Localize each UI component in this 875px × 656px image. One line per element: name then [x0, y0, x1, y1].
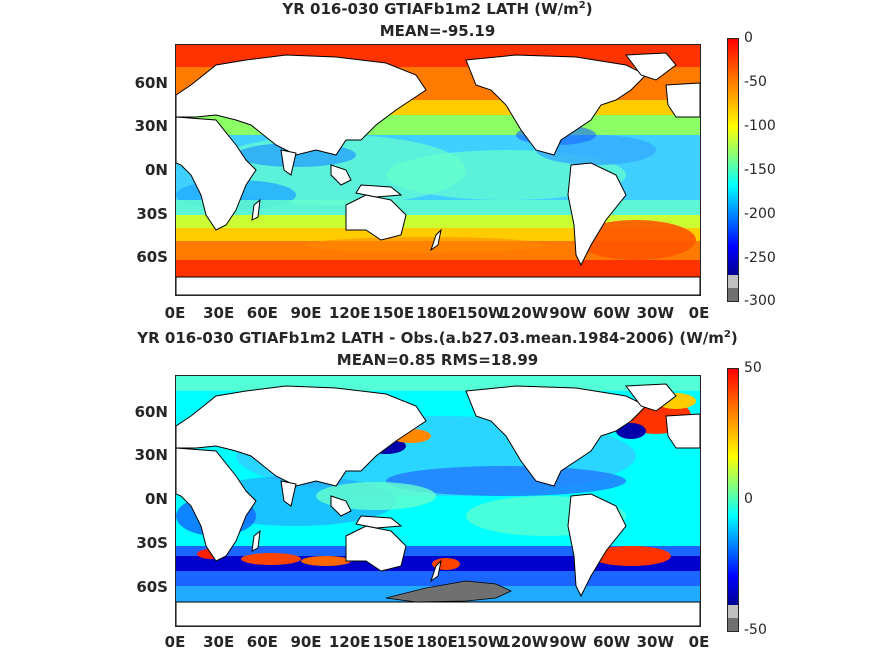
p1-cbar-tick-4: -200	[744, 206, 776, 222]
p2-xtick: 180E	[416, 633, 458, 651]
p2-ytick-30s: 30S	[136, 534, 168, 552]
p1-xtick: 120W	[500, 304, 549, 322]
panel1-colorbar	[727, 38, 739, 302]
p1-xtick: 120E	[328, 304, 371, 322]
p1-ytick-30n: 30N	[134, 117, 168, 135]
p1-xtick: 60W	[592, 304, 631, 322]
p2-xtick: 30E	[203, 633, 235, 651]
panel1-map	[175, 44, 701, 296]
panel1-title: YR 016-030 GTIAFb1m2 LATH (W/m2)	[282, 0, 593, 18]
p2-ytick-60s: 60S	[136, 578, 168, 596]
p1-xtick: 30E	[203, 304, 235, 322]
p2-cbar-tick-neg50: -50	[744, 622, 767, 638]
p2-xtick: 150W	[456, 633, 505, 651]
p1-xtick: 30W	[636, 304, 675, 322]
p1-cbar-tick-5: -250	[744, 250, 776, 266]
panel2-colorbar	[727, 368, 739, 632]
p2-xtick: 120W	[500, 633, 549, 651]
p2-ytick-60n: 60N	[134, 403, 168, 421]
p1-xtick: 90W	[549, 304, 587, 322]
panel2-map	[175, 375, 701, 627]
p1-ytick-60n: 60N	[134, 74, 168, 92]
p2-cbar-tick-50: 50	[744, 360, 762, 376]
p2-ytick-30n: 30N	[134, 446, 168, 464]
p1-xtick: 150W	[456, 304, 505, 322]
p2-xtick: 90W	[549, 633, 587, 651]
p1-xtick: 150E	[372, 304, 415, 322]
p2-xtick: 0E	[688, 633, 710, 651]
p1-cbar-tick-6: -300	[744, 293, 776, 309]
p1-cbar-tick-1: -50	[744, 74, 767, 90]
land-masks	[176, 52, 700, 295]
p2-xtick: 0E	[164, 633, 186, 651]
p2-xtick: 30W	[636, 633, 675, 651]
panel2-subtitle: MEAN=0.85 RMS=18.99	[336, 351, 539, 369]
p2-cbar-tick-0: 0	[744, 491, 753, 507]
p1-xtick: 0E	[164, 304, 186, 322]
p1-xtick: 180E	[416, 304, 458, 322]
p1-cbar-tick-2: -100	[744, 118, 776, 134]
p1-xtick: 60E	[246, 304, 278, 322]
p1-xtick: 0E	[688, 304, 710, 322]
p1-ytick-60s: 60S	[136, 248, 168, 266]
land-masks-2	[176, 383, 700, 626]
p2-xtick: 60E	[246, 633, 278, 651]
p2-ytick-0n: 0N	[145, 490, 168, 508]
p1-cbar-tick-0: 0	[744, 30, 753, 46]
p2-xtick: 90E	[290, 633, 322, 651]
p2-xtick: 60W	[592, 633, 631, 651]
p1-xtick: 90E	[290, 304, 322, 322]
panel2-title: YR 016-030 GTIAFb1m2 LATH - Obs.(a.b27.0…	[137, 329, 738, 347]
p1-cbar-tick-3: -150	[744, 162, 776, 178]
p2-xtick: 120E	[328, 633, 371, 651]
p1-ytick-30s: 30S	[136, 205, 168, 223]
masked-region	[385, 580, 512, 603]
p1-ytick-0n: 0N	[145, 161, 168, 179]
panel1-subtitle: MEAN=-95.19	[379, 22, 496, 40]
p2-xtick: 150E	[372, 633, 415, 651]
